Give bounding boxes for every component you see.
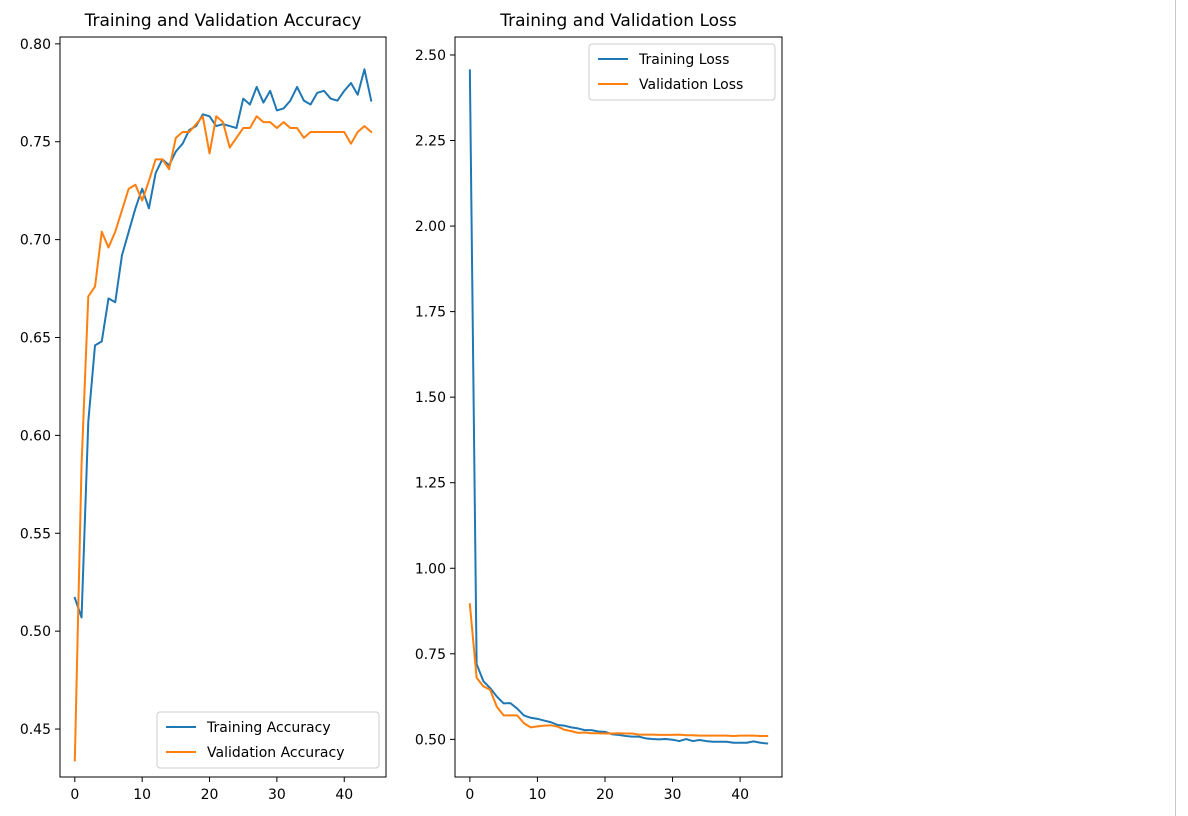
y-tick-label: 0.60 bbox=[20, 428, 51, 444]
x-tick-label: 30 bbox=[664, 787, 682, 803]
x-tick-label: 10 bbox=[529, 787, 547, 803]
chart-title: Training and Validation Accuracy bbox=[84, 11, 362, 31]
y-tick-label: 2.00 bbox=[415, 219, 446, 235]
y-tick-label: 1.25 bbox=[415, 476, 446, 492]
y-tick-label: 2.25 bbox=[415, 134, 446, 150]
validation-loss-line bbox=[468, 603, 769, 737]
y-tick-label: 1.75 bbox=[415, 305, 446, 321]
y-tick-label: 0.50 bbox=[415, 732, 446, 748]
x-tick-label: 40 bbox=[335, 787, 353, 803]
y-tick-label: 0.65 bbox=[20, 331, 51, 347]
x-tick-label: 40 bbox=[731, 787, 749, 803]
y-tick-label: 0.75 bbox=[20, 135, 51, 151]
accuracy-chart: Training and Validation Accuracy 0 10 20 30 4… bbox=[20, 11, 387, 803]
legend bbox=[588, 43, 776, 101]
y-tick-label: 0.75 bbox=[415, 647, 446, 663]
x-tick-label: 0 bbox=[465, 787, 474, 803]
x-tick-label: 20 bbox=[596, 787, 614, 803]
x-tick-label: 0 bbox=[70, 787, 79, 803]
legend-validation-loss-label: Validation Loss bbox=[639, 77, 743, 93]
y-tick-label: 0.50 bbox=[20, 624, 51, 640]
chart-title: Training and Validation Loss bbox=[499, 11, 737, 31]
legend-validation-accuracy-label: Validation Accuracy bbox=[207, 745, 345, 761]
legend-training-accuracy-label: Training Accuracy bbox=[206, 720, 331, 736]
legend bbox=[156, 711, 380, 769]
x-tick-label: 20 bbox=[201, 787, 219, 803]
y-tick-label: 0.80 bbox=[20, 37, 51, 53]
x-tick-label: 30 bbox=[268, 787, 286, 803]
y-tick-label: 0.70 bbox=[20, 233, 51, 249]
y-tick-label: 2.50 bbox=[415, 48, 446, 64]
training-loss-line bbox=[468, 69, 769, 745]
y-tick-label: 1.50 bbox=[415, 390, 446, 406]
validation-accuracy-line bbox=[73, 115, 373, 762]
y-tick-label: 0.55 bbox=[20, 526, 51, 542]
plot-frame bbox=[454, 36, 783, 778]
legend-training-loss-label: Training Loss bbox=[638, 52, 729, 68]
x-tick-label: 10 bbox=[133, 787, 151, 803]
y-tick-label: 1.00 bbox=[415, 561, 446, 577]
plot-frame bbox=[59, 36, 387, 778]
loss-chart: Training and Validation Loss 0 10 20 30 40 0.5… bbox=[415, 11, 783, 803]
y-tick-label: 0.45 bbox=[20, 722, 51, 738]
image-right-border bbox=[1175, 0, 1176, 816]
